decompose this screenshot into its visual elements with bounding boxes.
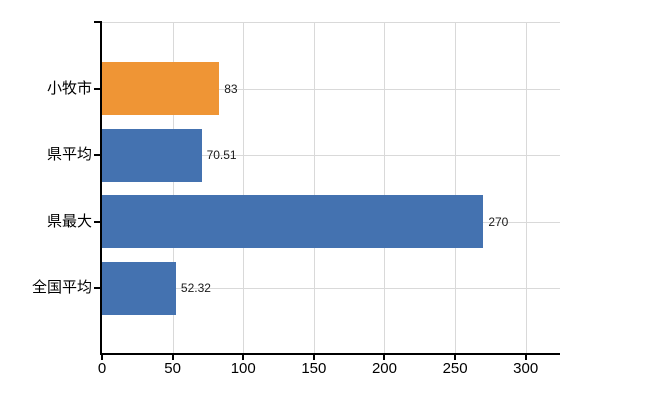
x-tick-250 (454, 355, 457, 360)
x-tick-label: 200 (371, 360, 397, 377)
gridline-x-150 (313, 22, 315, 353)
gridline-x-300 (525, 22, 527, 353)
gridline-x-100 (243, 22, 245, 353)
y-tick-0 (94, 87, 101, 90)
bar-value-label: 52.32 (180, 281, 211, 295)
y-axis-line (100, 21, 102, 355)
category-label: 県平均 (46, 146, 92, 163)
x-tick-300 (524, 355, 527, 360)
gridline-row-1 (102, 155, 560, 156)
gridline-x-50 (172, 22, 174, 353)
gridline-top (102, 22, 560, 23)
y-tick-1 (94, 154, 101, 156)
gridline-x-250 (455, 22, 457, 353)
gridline-x-200 (384, 22, 386, 353)
gridline-row-0 (102, 88, 560, 90)
x-tick-label: 150 (301, 360, 327, 377)
bar-3 (102, 261, 176, 315)
x-tick-label: 300 (513, 360, 539, 377)
category-label: 小牧市 (46, 79, 92, 97)
x-tick-50 (171, 355, 174, 360)
bar-value-label: 270 (488, 214, 509, 229)
x-axis-line (100, 353, 560, 355)
x-tick-label: 50 (164, 360, 181, 377)
x-tick-150 (312, 355, 315, 360)
bar-value-label: 70.51 (206, 148, 237, 162)
y-tick-2 (94, 220, 101, 223)
x-tick-label: 0 (97, 360, 107, 377)
x-tick-label: 250 (442, 360, 468, 377)
x-tick-0 (101, 355, 103, 360)
bar-value-label: 83 (224, 81, 238, 96)
y-axis-end-tick (94, 21, 101, 23)
x-tick-label: 100 (230, 360, 256, 377)
x-tick-100 (242, 355, 245, 360)
x-tick-200 (383, 355, 386, 360)
gridline-row-3 (102, 288, 560, 289)
category-label: 県最大 (46, 212, 92, 230)
bar-1 (102, 128, 202, 182)
bar-2 (102, 195, 484, 248)
y-tick-3 (94, 287, 101, 289)
category-label: 全国平均 (31, 279, 92, 296)
bar-0 (102, 62, 220, 115)
